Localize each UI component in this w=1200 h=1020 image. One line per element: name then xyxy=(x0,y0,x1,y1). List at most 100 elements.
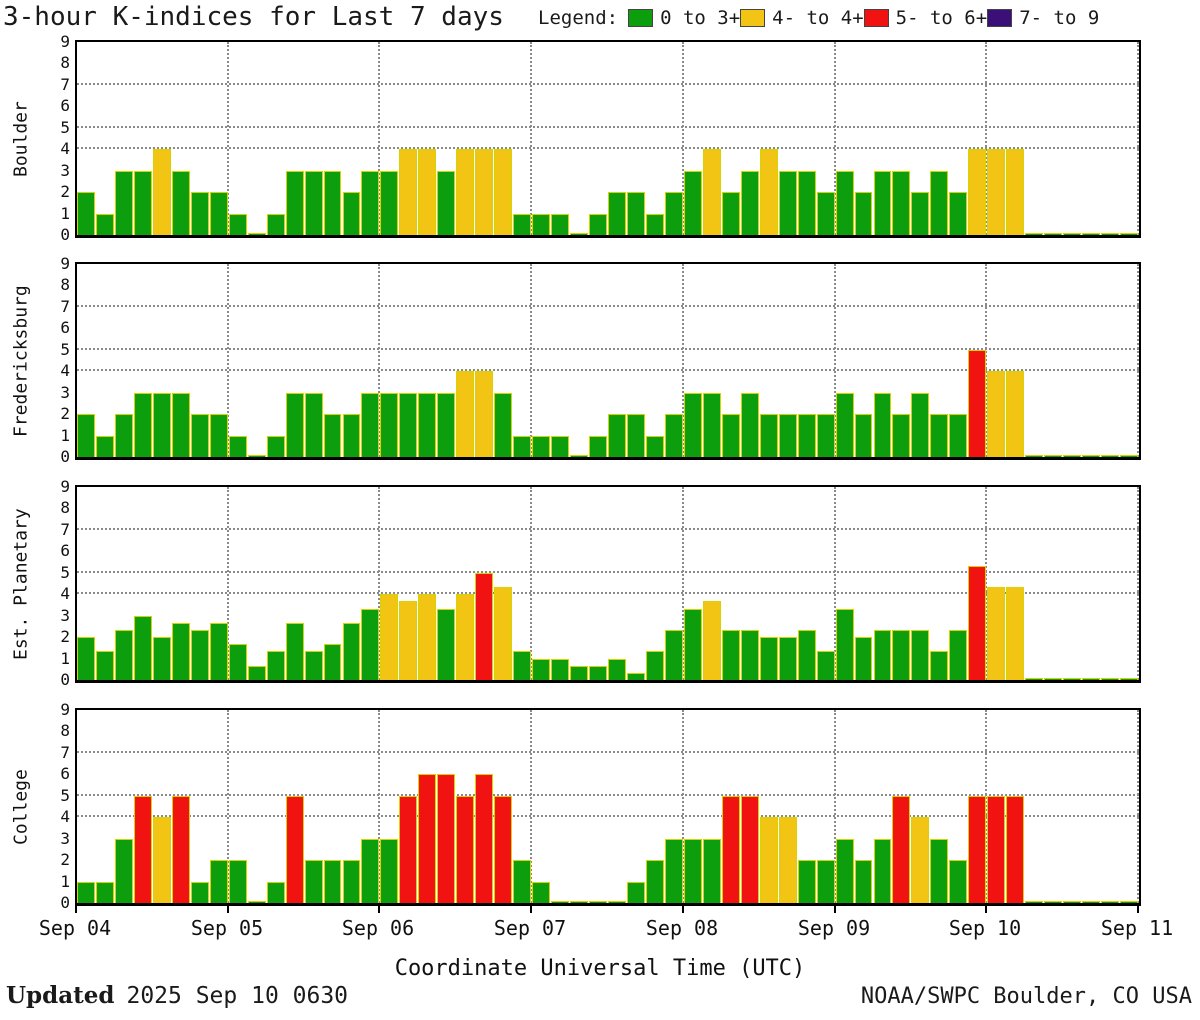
k-bar xyxy=(133,171,152,235)
x-tick-label: Sep 05 xyxy=(190,916,264,940)
k-bar xyxy=(114,414,133,457)
k-bar xyxy=(342,860,361,903)
y-tick-label: 2 xyxy=(60,404,70,424)
k-bar xyxy=(892,630,911,680)
k-bar xyxy=(892,171,911,235)
updated-label: Updated xyxy=(6,982,115,1009)
y-tick-label: 1 xyxy=(60,648,70,668)
k-bar xyxy=(171,796,190,903)
y-tick-label: 3 xyxy=(60,160,70,180)
x-tick xyxy=(834,906,836,913)
y-tick-label: 5 xyxy=(60,339,70,359)
y-tick-label: 6 xyxy=(60,541,70,561)
k-bar xyxy=(759,637,778,680)
k-bar xyxy=(247,233,266,235)
k-bar xyxy=(361,171,380,235)
k-bar xyxy=(494,796,513,903)
x-tick xyxy=(378,906,380,913)
day-gridline xyxy=(378,42,380,235)
k-bar xyxy=(778,414,797,457)
k-bar xyxy=(702,601,721,680)
station-label: Fredericksburg xyxy=(10,285,32,437)
k-bar xyxy=(816,860,835,903)
k-bar xyxy=(152,149,171,235)
threshold-gridline-k5 xyxy=(77,126,1139,128)
k-bar xyxy=(608,414,626,457)
k-bar xyxy=(835,609,854,680)
k-bar xyxy=(494,587,513,680)
k-bar xyxy=(114,630,133,680)
k-bar xyxy=(740,171,759,235)
x-tick xyxy=(75,906,77,913)
k-bar xyxy=(797,414,816,457)
k-bar xyxy=(228,214,247,235)
k-bar xyxy=(608,192,626,235)
k-bar xyxy=(930,414,949,457)
k-bar xyxy=(987,149,1006,235)
legend-item-1: 4- to 4+ xyxy=(740,7,864,29)
k-bar xyxy=(418,393,437,457)
k-bar xyxy=(664,414,683,457)
legend-swatch-icon xyxy=(987,9,1013,27)
k-bar xyxy=(1006,149,1025,235)
k-bar xyxy=(1082,233,1101,235)
k-bar xyxy=(930,651,949,680)
k-bar xyxy=(968,350,987,457)
k-bar xyxy=(380,171,399,235)
y-tick-label: 5 xyxy=(60,117,70,137)
k-bar xyxy=(683,609,702,680)
k-bar xyxy=(721,630,740,680)
k-bar xyxy=(475,573,494,680)
y-tick-label: 1 xyxy=(60,203,70,223)
day-gridline xyxy=(682,487,684,680)
y-tick-label: 2 xyxy=(60,627,70,647)
k-bar xyxy=(968,796,987,903)
k-bar xyxy=(266,436,285,457)
k-bar xyxy=(551,436,570,457)
k-bar xyxy=(171,623,190,680)
k-bar xyxy=(570,233,589,235)
k-bar xyxy=(873,839,892,903)
station-label: Est. Planetary xyxy=(10,508,32,660)
k-bar xyxy=(797,171,816,235)
k-bar xyxy=(361,393,380,457)
k-bar xyxy=(626,673,645,680)
day-gridline xyxy=(227,264,229,457)
day-gridline xyxy=(378,487,380,680)
y-tick-label: 9 xyxy=(60,254,70,273)
k-bar xyxy=(380,594,399,680)
k-bar xyxy=(304,651,323,680)
y-tick-label: 2 xyxy=(60,182,70,202)
k-bar xyxy=(816,192,835,235)
k-bar xyxy=(797,860,816,903)
k-bar xyxy=(1101,233,1120,235)
k-bar xyxy=(1120,233,1138,235)
k-bar xyxy=(551,214,570,235)
threshold-gridline-k7 xyxy=(77,751,1139,753)
day-gridline xyxy=(378,710,380,903)
k-bar xyxy=(892,414,911,457)
day-gridline xyxy=(227,42,229,235)
k-bar xyxy=(721,796,740,903)
k-bar xyxy=(304,171,323,235)
k-bar xyxy=(721,192,740,235)
k-bar xyxy=(380,393,399,457)
k-bar xyxy=(835,839,854,903)
k-bar xyxy=(1120,901,1138,903)
x-tick xyxy=(985,906,987,913)
k-bar xyxy=(816,414,835,457)
k-bar xyxy=(418,774,437,903)
day-gridline xyxy=(1137,42,1139,235)
day-gridline xyxy=(227,487,229,680)
day-gridline xyxy=(530,710,532,903)
x-tick-label: Sep 04 xyxy=(38,916,112,940)
k-bar xyxy=(285,171,304,235)
k-bar xyxy=(570,455,589,457)
k-bar xyxy=(285,393,304,457)
y-tick-label: 8 xyxy=(60,275,70,295)
day-gridline xyxy=(682,264,684,457)
k-bar xyxy=(228,860,247,903)
legend-item-label: 5- to 6+ xyxy=(895,7,988,29)
x-tick xyxy=(1137,906,1139,913)
y-tick-label: 0 xyxy=(60,670,70,689)
